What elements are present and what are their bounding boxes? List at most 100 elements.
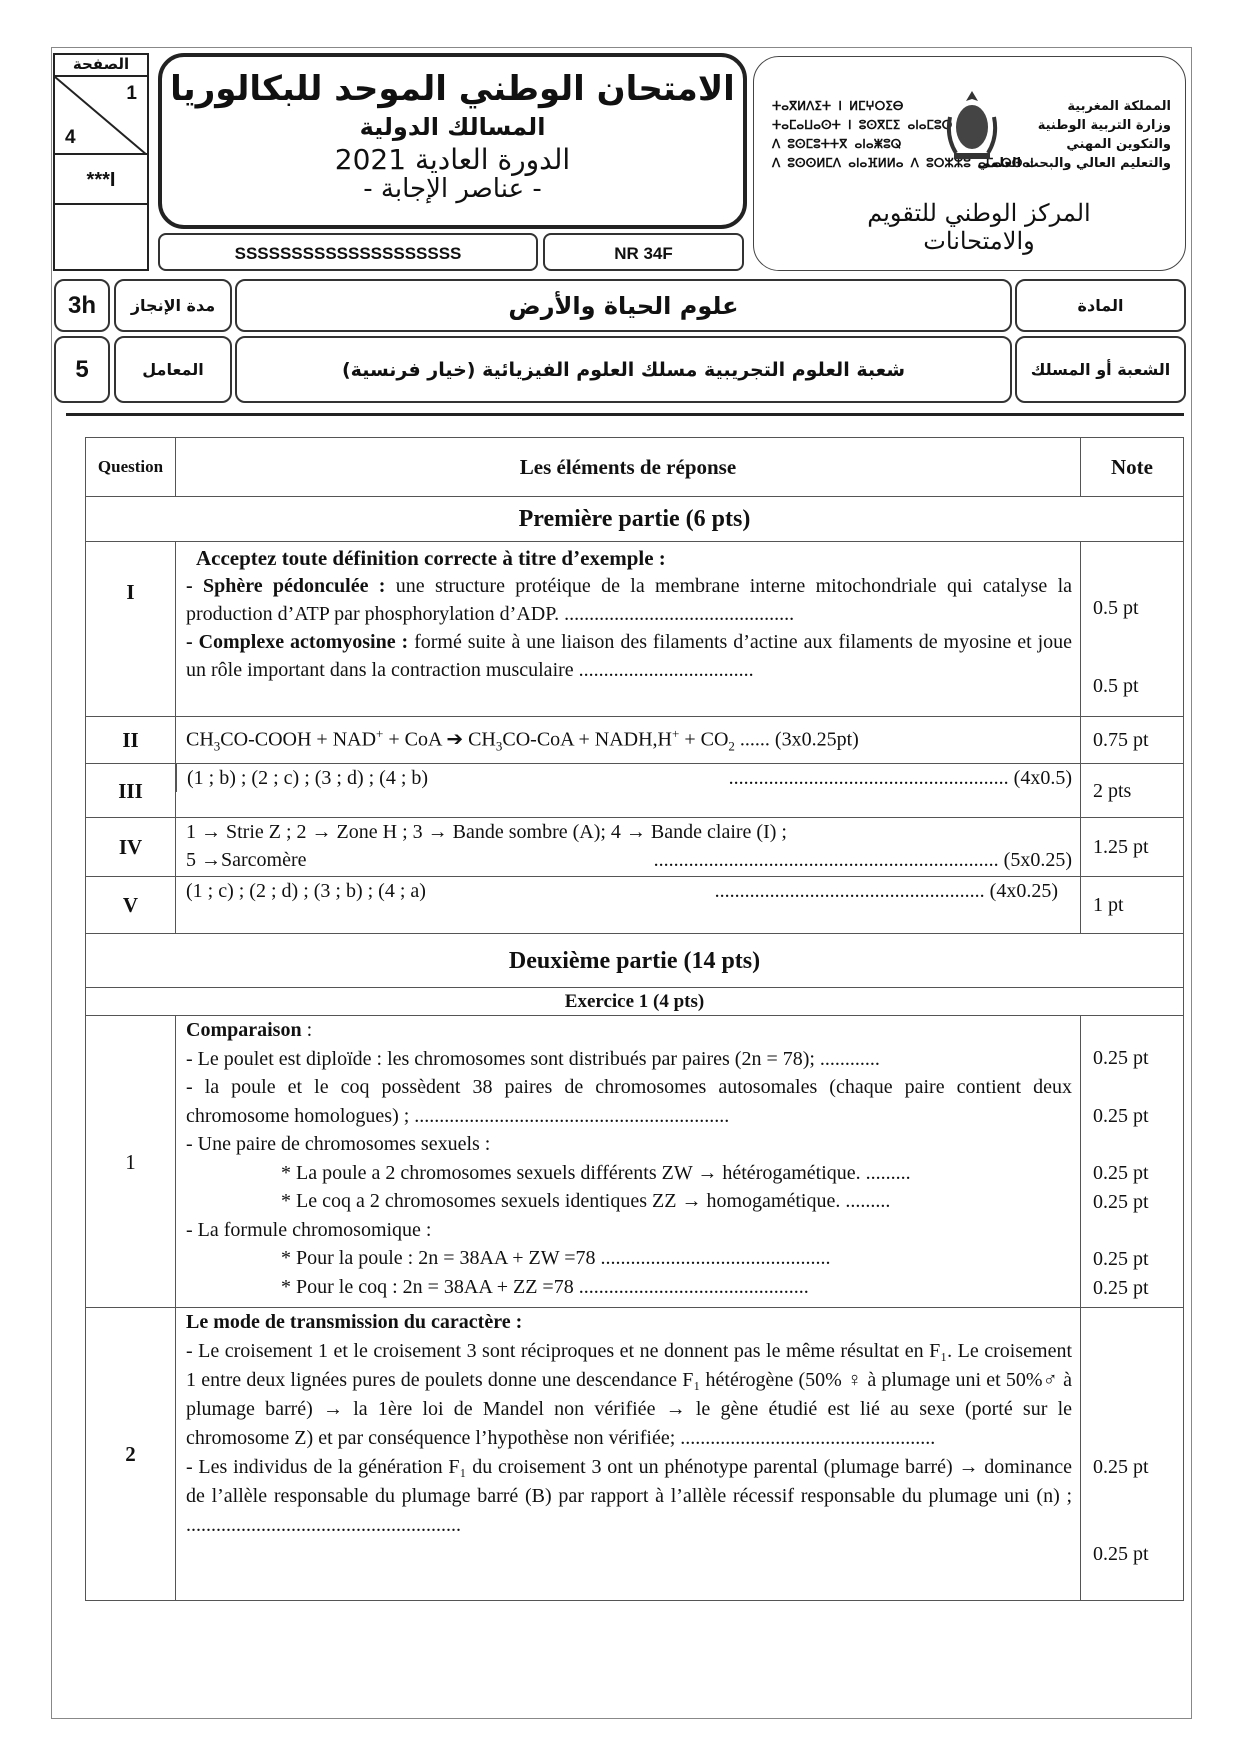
table-row: 1 Comparaison : - Le poulet est diploïde…	[85, 1015, 1184, 1308]
question-id: I	[85, 541, 176, 717]
page-marker: ***I	[55, 155, 147, 205]
table-row: IV 1 → Strie Z ; 2 → Zone H ; 3 → Bande …	[85, 817, 1184, 877]
note: 0.75 pt	[1080, 716, 1184, 764]
answer-title: Comparaison	[186, 1019, 302, 1041]
definition: une structure protéique de la membrane i…	[186, 575, 1073, 625]
note: 0.25 pt	[1093, 1190, 1149, 1213]
divider	[66, 413, 1184, 416]
answer-paragraph: - Le croisement 1 et le croisement 3 son…	[186, 1340, 1072, 1449]
note-cell: 0.25 pt 0.25 pt	[1080, 1307, 1184, 1601]
answer-cell: Comparaison : - Le poulet est diploïde :…	[175, 1015, 1081, 1308]
answer-line: - Une paire de chromosomes sexuels :	[186, 1133, 491, 1155]
note: 0.25 pt	[1093, 1248, 1149, 1270]
note: 1 pt	[1080, 876, 1184, 934]
question-id: 2	[85, 1307, 176, 1601]
answer-line: * Pour le coq : 2n = 38AA + ZZ =78 .....…	[281, 1275, 809, 1298]
answer-title-colon: :	[301, 1019, 313, 1041]
eq-part: CO-COOH + NAD	[220, 728, 377, 751]
answer-cell: CH3CO-COOH + NAD+ + CoA ➔ CH3CO-CoA + NA…	[175, 716, 1081, 764]
exam-title-box: الامتحان الوطني الموحد للبكالوريا المسال…	[158, 53, 747, 229]
term: - Complexe actomyosine :	[186, 631, 409, 653]
part2-title: Deuxième partie (14 pts)	[85, 933, 1184, 988]
answer-line: - Complexe actomyosine : formé suite à u…	[186, 628, 1072, 684]
subject-label: المادة	[1015, 279, 1186, 332]
table-row: I Acceptez toute définition correcte à t…	[85, 541, 1184, 717]
note: 0.25 pt	[1093, 1276, 1149, 1299]
page-label: الصفحة	[55, 55, 147, 77]
logo-line: ⵜⴰⴳⵍⴷⵉⵜ ⵏ ⵍⵎⵖⵔⵉⴱ	[772, 99, 904, 113]
note: 0.5 pt	[1093, 597, 1139, 619]
note: 0.25 pt	[1093, 1456, 1149, 1478]
answer-text: (1 ; b) ; (2 ; c) ; (3 ; d) ; (4 ; b)	[187, 767, 429, 789]
page-number-box: الصفحة 1 4 ***I	[53, 53, 149, 271]
answer-paragraph: - Les individus de la génération F₁ du c…	[186, 1456, 1072, 1536]
col-note: Note	[1080, 437, 1184, 497]
page-total: 4	[65, 127, 76, 148]
table-row: V (1 ; c) ; (2 ; d) ; (3 ; b) ; (4 ; a).…	[85, 876, 1184, 934]
table-header-row: Question Les éléments de réponse Note	[85, 437, 1184, 497]
logo-arabic: المملكة المغربية وزارة التربية الوطنية و…	[977, 97, 1171, 173]
exam-code-left: SSSSSSSSSSSSSSSSSSSS	[158, 233, 538, 271]
eq-part: 3	[213, 738, 221, 754]
answer-line: 5 →Sarcomère	[186, 849, 307, 871]
table-row: III (1 ; b) ; (2 ; c) ; (3 ; d) ; (4 ; b…	[85, 763, 1184, 818]
logo-center-name: المركز الوطني للتقويم والامتحانات	[867, 199, 1091, 255]
col-question: Question	[85, 437, 176, 497]
logo-line: ⴷ ⵓⵙⵎⵓⵜⵜⴳ ⴰⵏⴰⵥⵓⵕ	[772, 137, 902, 151]
answer-line: * Le coq a 2 chromosomes sexuels identiq…	[281, 1190, 891, 1212]
page-num: 1	[126, 83, 137, 104]
eq-part: ...... (3x0.25pt)	[734, 728, 859, 751]
answer-cell: 1 → Strie Z ; 2 → Zone H ; 3 → Bande som…	[175, 817, 1081, 877]
duration-value: 3h	[54, 279, 110, 332]
eq-part: 3	[495, 738, 503, 754]
answer-line: - La formule chromosomique :	[186, 1218, 432, 1241]
page-frame	[51, 47, 1192, 1719]
section-row: Deuxième partie (14 pts)	[85, 933, 1184, 988]
section-row: Première partie (6 pts)	[85, 496, 1184, 542]
eq-part: CO-CoA + NADH,H	[502, 728, 672, 751]
answer-line: * La poule a 2 chromosomes sexuels diffé…	[281, 1161, 911, 1184]
coat-of-arms-icon	[946, 91, 998, 159]
answer-table: Question Les éléments de réponse Note Pr…	[85, 437, 1184, 1601]
eq-part: 2	[728, 738, 735, 754]
term: - Sphère pédonculée :	[186, 575, 386, 597]
coefficient-value: 5	[54, 336, 110, 403]
logo-tifinagh: ⵜⴰⴳⵍⴷⵉⵜ ⵏ ⵍⵎⵖⵔⵉⴱ ⵜⴰⵎⴰⵡⴰⵙⵜ ⵏ ⵓⵙⴳⵎⵉ ⴰⵏⴰⵎⵓⵔ…	[772, 97, 1034, 173]
eq-part: +	[376, 725, 384, 741]
answer-intro: Acceptez toute définition correcte à tit…	[196, 546, 666, 570]
question-id: IV	[85, 817, 176, 877]
answer-line: - Sphère pédonculée : une structure prot…	[186, 572, 1072, 628]
part1-title: Première partie (6 pts)	[85, 496, 1184, 542]
ministry-logo: ⵜⴰⴳⵍⴷⵉⵜ ⵏ ⵍⵎⵖⵔⵉⴱ ⵜⴰⵎⴰⵡⴰⵙⵜ ⵏ ⵓⵙⴳⵎⵉ ⴰⵏⴰⵎⵓⵔ…	[753, 56, 1186, 271]
answer-line: - la poule et le coq possèdent 38 paires…	[186, 1076, 1072, 1127]
exam-title: الامتحان الوطني الموحد للبكالوريا	[170, 69, 735, 109]
subject: علوم الحياة والأرض	[235, 279, 1012, 332]
eq-part: +	[672, 725, 680, 741]
question-id: 1	[85, 1015, 176, 1308]
exam-session: الدورة العادية 2021	[334, 143, 571, 176]
coefficient-label: المعامل	[114, 336, 232, 403]
answer-cell: (1 ; c) ; (2 ; d) ; (3 ; b) ; (4 ; a)...…	[175, 876, 1081, 934]
branch-label: الشعبة أو المسلك	[1015, 336, 1186, 403]
eq-part: CH	[186, 728, 214, 751]
note: 0.25 pt	[1093, 1543, 1149, 1565]
note: 0.25 pt	[1093, 1104, 1149, 1127]
logo-line: ⵜⴰⵎⴰⵡⴰⵙⵜ ⵏ ⵓⵙⴳⵎⵉ ⴰⵏⴰⵎⵓⵔ	[772, 118, 953, 132]
answer-cell: Le mode de transmission du caractère : -…	[175, 1307, 1081, 1601]
logo-line: والتعليم العالي والبحث العلمي	[977, 156, 1171, 171]
answer-text: (1 ; c) ; (2 ; d) ; (3 ; b) ; (4 ; a)	[186, 880, 426, 902]
section-row: Exercice 1 (4 pts)	[85, 987, 1184, 1016]
question-id: II	[85, 716, 176, 764]
branch: شعبة العلوم التجريبية مسلك العلوم الفيزي…	[235, 336, 1012, 403]
doc-type: - عناصر الإجابة -	[363, 174, 542, 204]
note-cell: 0.5 pt 0.5 pt	[1080, 541, 1184, 717]
col-elements: Les éléments de réponse	[175, 437, 1081, 497]
logo-line: المملكة المغربية	[1067, 99, 1171, 114]
duration-label: مدة الإنجاز	[114, 279, 232, 332]
definition: formé suite à une liaison des filaments …	[186, 631, 1072, 681]
eq-part: + CO	[679, 728, 729, 751]
note: 2 pts	[1080, 763, 1184, 818]
page-fraction: 1 4	[55, 77, 147, 155]
table-row: 2 Le mode de transmission du caractère :…	[85, 1307, 1184, 1601]
diagonal-divider-icon	[55, 77, 147, 155]
